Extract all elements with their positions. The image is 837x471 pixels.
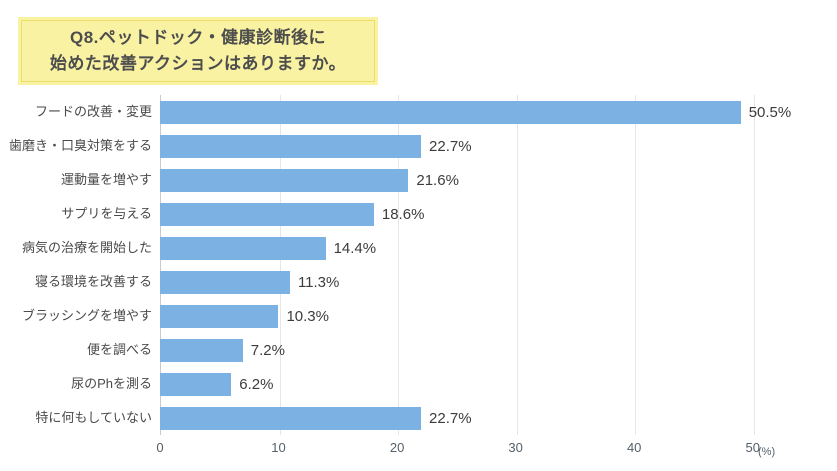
gridline-30 [516, 95, 518, 435]
value-label: 7.2% [250, 341, 285, 359]
value-label: 14.4% [333, 239, 377, 257]
bar-row: 50.5% [160, 95, 837, 129]
value-label: 22.7% [429, 137, 472, 155]
value-label: 6.2% [239, 375, 274, 393]
x-axis-unit-label: (%) [758, 446, 776, 458]
bar [160, 202, 374, 226]
chart-title-line-2: 始めた改善アクションはありますか。 [49, 54, 347, 73]
bar [160, 406, 422, 430]
value-label: 10.3% [286, 307, 329, 325]
category-label: 特に何もしていない [35, 410, 152, 425]
gridline-40 [635, 95, 637, 435]
x-tick-label-20: 20 [389, 440, 405, 455]
bar-row: 7.2% [160, 333, 837, 367]
bar-row: 18.6% [160, 197, 837, 231]
x-tick-label-10: 10 [271, 440, 286, 455]
bar-row: 14.4% [160, 231, 837, 265]
bar-series: 50.5% 22.7% 21.6% 18.6% 14.4% 11.3% 10.3% 7.2% 6… [160, 95, 837, 435]
bar-row: 22.7% [160, 129, 837, 163]
category-label: 尿のPhを測る [71, 376, 152, 391]
category-label: フードの改善・変更 [34, 104, 152, 119]
category-label: 歯磨き・口臭対策をする [8, 138, 152, 153]
bar [160, 236, 326, 260]
gridline-20 [398, 95, 400, 435]
value-label: 18.6% [381, 205, 425, 223]
chart-title-line-1: Q8.ペットドック・健康診断後に [69, 28, 327, 47]
x-tick-label-30: 30 [508, 440, 523, 455]
category-label: 運動量を増やす [60, 172, 152, 187]
bar [160, 270, 290, 294]
category-label: 寝る環境を改善する [34, 274, 152, 289]
bar [160, 304, 279, 328]
gridline-50 [753, 95, 755, 435]
x-tick-label-50: 50 [745, 440, 760, 455]
x-tick-label-0: 0 [156, 440, 164, 455]
category-label: 病気の治療を開始した [21, 240, 152, 255]
x-tick-label-40: 40 [626, 440, 642, 455]
gridline-10 [279, 95, 281, 435]
chart-title-box: Q8.ペットドック・健康診断後に 始めた改善アクションはありますか。 [18, 17, 378, 85]
category-axis: フードの改善・変更歯磨き・口臭対策をする運動量を増やす サプリを与える病気の治療を… [0, 95, 152, 435]
category-label: 便を調べる [86, 342, 152, 357]
value-label: 21.6% [416, 171, 459, 189]
category-label: サプリを与える [61, 206, 152, 221]
value-label: 50.5% [748, 103, 792, 121]
bar [160, 134, 422, 158]
bar [160, 372, 232, 396]
bar [160, 338, 243, 362]
bar-row: 22.7% [160, 401, 837, 435]
plot-area [160, 95, 812, 435]
bar-row: 11.3% [160, 265, 837, 299]
bar [160, 100, 741, 124]
bar [160, 168, 409, 192]
bar-row: 6.2% [160, 367, 837, 401]
bar-row: 10.3% [160, 299, 837, 333]
value-label: 22.7% [429, 409, 472, 427]
bar-row: 21.6% [160, 163, 837, 197]
category-label: ブラッシングを増やす [21, 308, 152, 323]
value-label: 11.3% [297, 273, 340, 291]
